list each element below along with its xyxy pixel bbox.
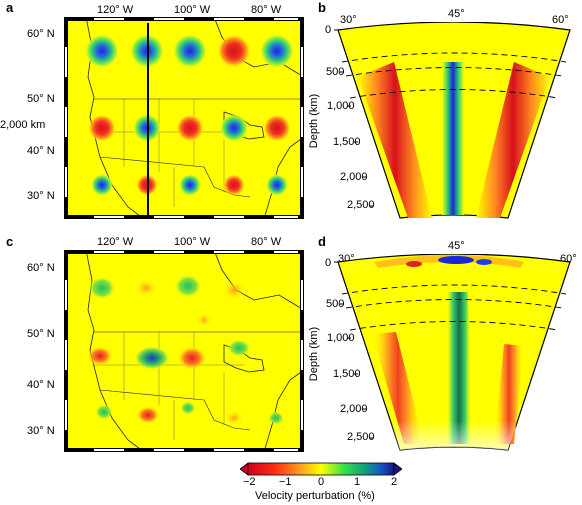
map-panel-c	[64, 250, 304, 452]
lat-tick-50n-a: 50° N	[27, 93, 55, 105]
depth-tick-1500-d: 1,500	[333, 368, 361, 380]
depth-tick-2500-d: 2,500	[347, 431, 375, 443]
lon-tick-80w-a: 80° W	[251, 4, 282, 16]
lon-tick-120w-a: 120° W	[97, 4, 134, 16]
colorbar-gradient	[247, 462, 395, 476]
slow-anomaly	[222, 280, 246, 300]
map-frame-alt-a	[65, 18, 303, 218]
fast-anomaly	[179, 174, 201, 196]
colorbar-tick-0: 0	[318, 476, 325, 488]
lat-tick-60n-c: 60° N	[27, 262, 55, 274]
lat-tick-40n-a: 40° N	[27, 145, 55, 157]
colorbar-label: Velocity perturbation (%)	[255, 490, 375, 502]
depth-tick-1500-b: 1,500	[333, 136, 361, 148]
map-frame-alt-c	[65, 251, 303, 451]
depth-tick-1000-d: 1,000	[327, 332, 355, 344]
panel-letter-d: d	[318, 234, 326, 249]
lat-tick-30n-a: 30° N	[27, 190, 55, 202]
colorbar-tick-1: 1	[354, 476, 361, 488]
depth-tick-0-b: 0	[325, 24, 332, 36]
discontinuity-lines-b	[341, 52, 567, 99]
cross-section-b	[334, 22, 571, 219]
slow-anomaly	[136, 406, 160, 424]
slow-anomaly	[217, 34, 251, 68]
lon-tick-80w-c: 80° W	[251, 236, 282, 248]
depth-tick-0-d: 0	[325, 257, 332, 269]
fast-anomaly	[174, 274, 202, 298]
slow-anomaly	[176, 114, 204, 142]
scale-label: 2,000 km	[0, 119, 46, 131]
panel-letter-c: c	[6, 234, 14, 249]
panel-letter-a: a	[6, 0, 14, 15]
depth-tick-500-d: 500	[326, 298, 345, 310]
panel-letter-b: b	[318, 0, 326, 15]
depth-ticks-b	[334, 29, 373, 207]
depth-tick-2000-d: 2,000	[340, 403, 368, 415]
fast-anomaly	[95, 404, 113, 420]
slow-plume-left	[358, 62, 432, 218]
slow-anomaly	[223, 174, 245, 196]
slow-anomaly	[177, 346, 207, 370]
depth-ticks-d	[334, 261, 373, 439]
depth-axis-label-d: Depth (km)	[308, 326, 321, 382]
colorbar-tick-2: 2	[391, 476, 398, 488]
fast-anomaly	[134, 346, 170, 370]
anomaly-blobs-c	[87, 274, 284, 426]
fast-anomaly	[220, 114, 248, 142]
depth-fade-overlay	[338, 254, 570, 450]
fast-anomaly	[268, 411, 284, 425]
fast-anomaly	[85, 34, 119, 68]
fast-anomaly	[91, 174, 113, 196]
lat-tick-60n-a: 60° N	[27, 28, 55, 40]
fast-anomaly	[88, 276, 116, 300]
anomaly-blobs-a	[85, 34, 294, 196]
lat-tick-40n-c: 40° N	[27, 379, 55, 391]
fast-anomaly	[227, 339, 251, 357]
slow-anomaly	[224, 410, 244, 426]
colorbar	[240, 462, 402, 476]
slow-anomaly	[196, 313, 212, 327]
colorbar-min-arrow	[240, 462, 249, 476]
angle-tick-30-b: 30°	[340, 14, 357, 26]
depth-tick-2000-b: 2,000	[340, 171, 368, 183]
slow-anomaly	[134, 278, 158, 298]
lat-tick-50n-c: 50° N	[27, 328, 55, 340]
colorbar-tick-neg2: −2	[243, 476, 256, 488]
lon-tick-100w-c: 100° W	[174, 236, 211, 248]
fast-anomaly	[260, 34, 294, 68]
angle-tick-60-b: 60°	[552, 14, 569, 26]
angle-tick-45-d: 45°	[448, 240, 465, 252]
lat-tick-30n-c: 30° N	[27, 425, 55, 437]
map-panel-a	[64, 17, 304, 219]
depth-tick-1000-b: 1,000	[327, 100, 355, 112]
angle-tick-45-b: 45°	[448, 8, 465, 20]
fast-anomaly	[180, 401, 196, 415]
slow-anomaly	[263, 114, 291, 142]
depth-tick-2500-b: 2,500	[347, 199, 375, 211]
colorbar-max-arrow	[393, 462, 402, 476]
fast-slab-center	[442, 62, 464, 215]
slow-plume-right	[476, 62, 550, 218]
depth-axis-label-b: Depth (km)	[308, 93, 321, 149]
fast-anomaly	[173, 34, 207, 68]
colorbar-tick-neg1: −1	[279, 476, 292, 488]
slow-anomaly	[87, 346, 113, 366]
cross-section-d	[334, 254, 571, 451]
discontinuity-lines-d	[341, 284, 567, 331]
depth-tick-500-b: 500	[326, 66, 345, 78]
lon-tick-120w-c: 120° W	[97, 236, 134, 248]
slow-anomaly	[88, 114, 116, 142]
lon-tick-100w-a: 100° W	[174, 4, 211, 16]
fast-anomaly	[266, 174, 288, 196]
